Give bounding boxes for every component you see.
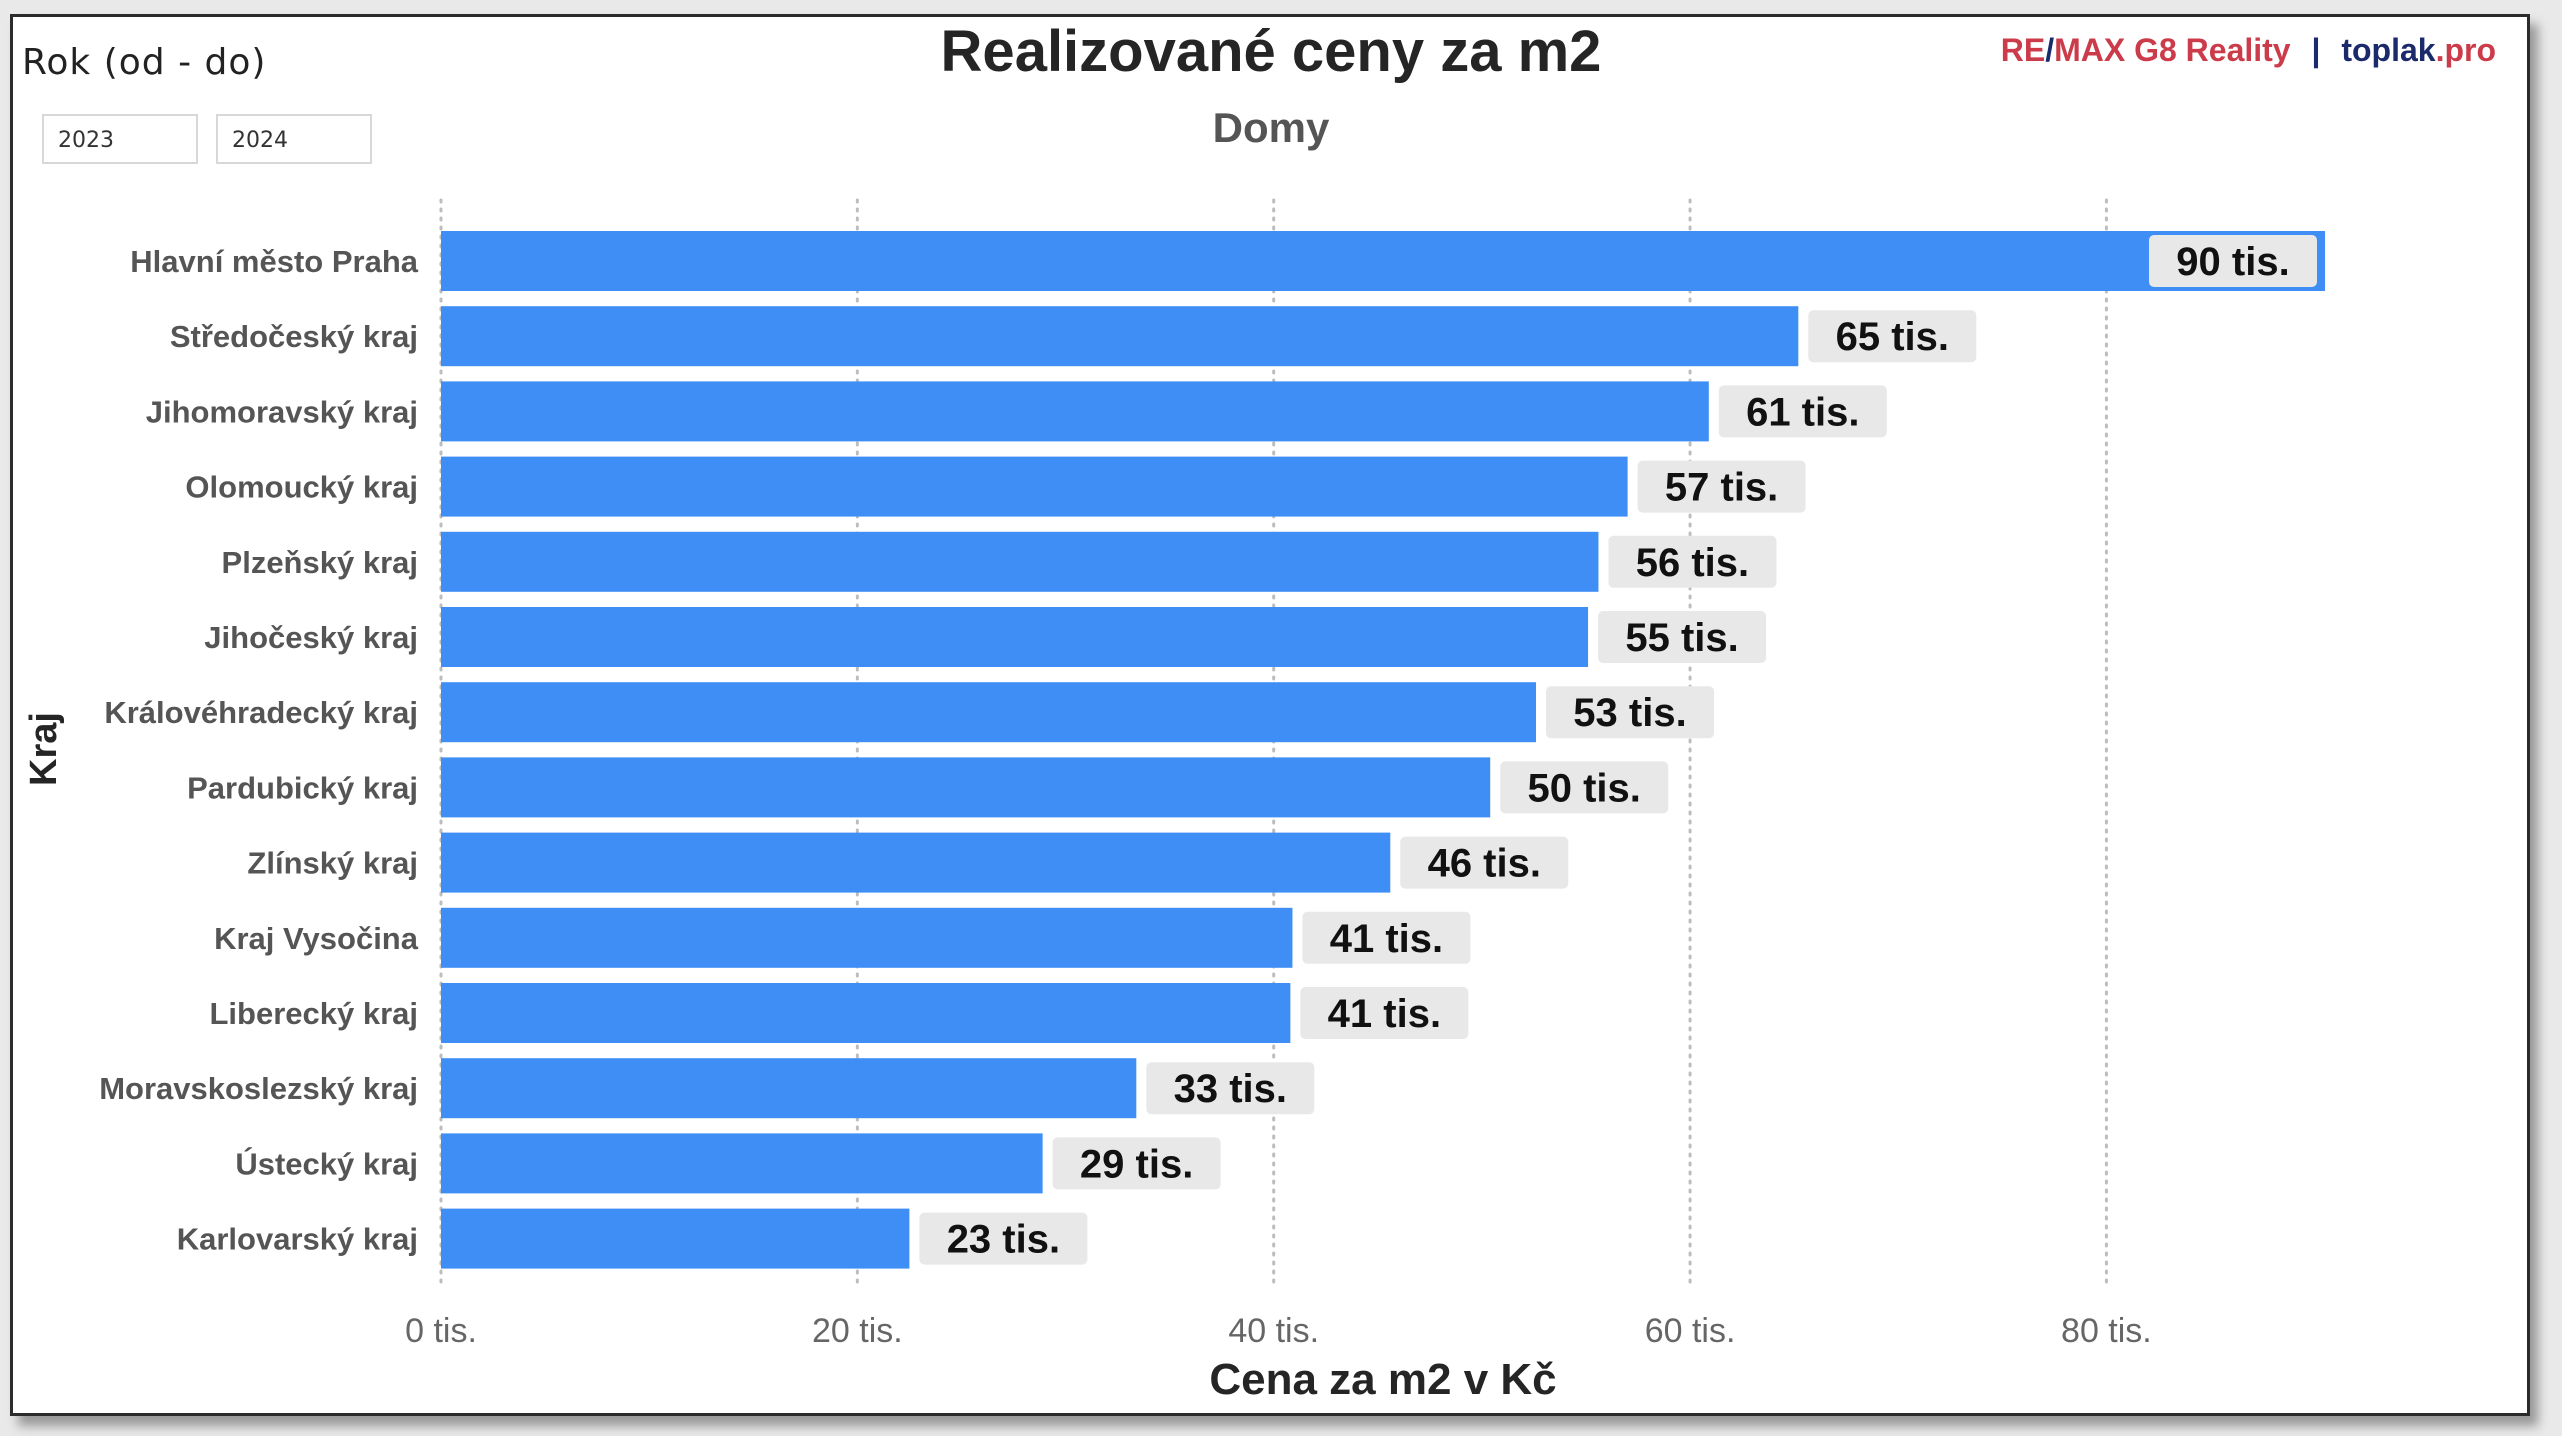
value-label: 23 tis. — [947, 1218, 1060, 1262]
brand-toplak: toplak — [2341, 32, 2436, 68]
category-label: Plzeňský kraj — [222, 545, 418, 580]
value-label-background — [1608, 535, 1777, 588]
x-tick-label: 0 tis. — [405, 1312, 477, 1350]
year-from-input[interactable]: 2023 — [42, 114, 198, 164]
chart-subtitle: Domy — [1212, 104, 1330, 151]
value-label-background — [1808, 310, 1977, 363]
bar — [441, 306, 1799, 367]
bar — [441, 231, 2325, 291]
year-to-input[interactable]: 2024 — [216, 114, 372, 164]
value-label-background — [1637, 460, 1806, 513]
value-label-background — [1146, 1062, 1315, 1115]
value-label-background — [2149, 235, 2317, 287]
value-label-background — [1300, 987, 1469, 1039]
category-label: Jihočeský kraj — [204, 620, 418, 655]
x-tick-label: 60 tis. — [1645, 1312, 1736, 1350]
brand-logo: RE/MAX G8 Reality | toplak.pro — [2001, 32, 2496, 69]
value-label: 90 tis. — [2176, 240, 2289, 284]
bar — [441, 1133, 1043, 1194]
bar — [441, 983, 1291, 1043]
y-axis-title: Kraj — [23, 712, 65, 786]
category-label: Karlovarský kraj — [177, 1222, 418, 1257]
category-label: Zlínský kraj — [247, 846, 418, 881]
bar — [441, 907, 1293, 968]
x-axis-title: Cena za m2 v Kč — [1209, 1355, 1556, 1404]
category-label: Kraj Vysočina — [214, 921, 419, 956]
value-label: 55 tis. — [1625, 616, 1738, 660]
category-label: Pardubický kraj — [187, 770, 418, 805]
chart-title: Realizované ceny za m2 — [940, 19, 1602, 84]
value-label-background — [1546, 686, 1715, 739]
value-label: 29 tis. — [1080, 1142, 1193, 1186]
value-label: 56 tis. — [1636, 541, 1749, 585]
value-label: 50 tis. — [1528, 766, 1641, 810]
bar — [441, 456, 1628, 517]
bar — [441, 381, 1709, 442]
value-label-background — [1052, 1137, 1221, 1190]
value-label-background — [1500, 761, 1669, 814]
year-filter-label: Rok (od - do) — [22, 42, 267, 83]
value-label-background — [1400, 836, 1569, 889]
category-label: Středočeský kraj — [170, 319, 418, 354]
brand-separator: | — [2311, 32, 2321, 68]
value-label: 53 tis. — [1573, 691, 1686, 735]
bar — [441, 607, 1589, 667]
value-label: 61 tis. — [1746, 390, 1859, 434]
category-label: Jihomoravský kraj — [146, 394, 418, 429]
brand-remax-re: RE — [2000, 32, 2046, 68]
bar — [441, 1208, 910, 1269]
category-label: Olomoucký kraj — [185, 470, 418, 505]
value-label: 33 tis. — [1174, 1067, 1287, 1111]
brand-remax-rest: MAX G8 Reality — [2054, 32, 2291, 68]
category-label: Ústecký kraj — [235, 1145, 418, 1181]
category-label: Hlavní město Praha — [130, 244, 418, 279]
value-label-background — [1598, 611, 1767, 663]
brand-toplak-pro: .pro — [2435, 32, 2496, 68]
bar — [441, 531, 1599, 592]
brand-remax-slash: / — [2045, 32, 2055, 68]
x-tick-label: 80 tis. — [2061, 1312, 2152, 1350]
value-label-background — [1302, 911, 1471, 964]
value-label-background — [1718, 385, 1887, 438]
value-label: 46 tis. — [1428, 842, 1541, 886]
x-tick-label: 20 tis. — [812, 1312, 903, 1350]
value-label: 57 tis. — [1665, 466, 1778, 510]
bar — [441, 757, 1491, 818]
bar — [441, 832, 1391, 893]
category-label: Liberecký kraj — [209, 996, 418, 1031]
category-label: Královéhradecký kraj — [104, 695, 418, 730]
value-label: 41 tis. — [1330, 917, 1443, 961]
bar — [441, 682, 1537, 743]
value-label: 65 tis. — [1836, 315, 1949, 359]
category-label: Moravskoslezský kraj — [99, 1071, 418, 1106]
value-label-background — [919, 1212, 1088, 1265]
x-tick-label: 40 tis. — [1228, 1312, 1319, 1350]
bar — [441, 1058, 1137, 1119]
value-label: 41 tis. — [1328, 992, 1441, 1036]
